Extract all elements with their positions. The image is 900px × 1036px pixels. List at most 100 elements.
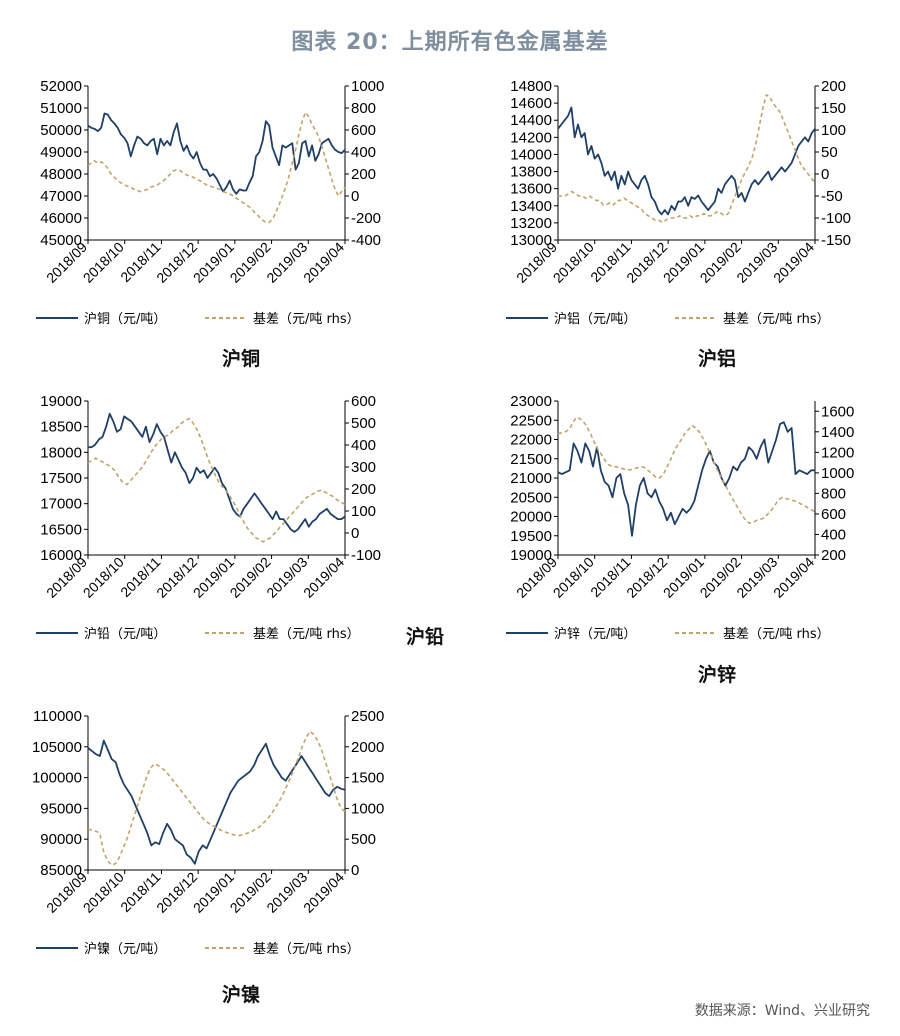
right-tick-label: 0 — [351, 862, 359, 879]
right-tick-label: 400 — [351, 144, 376, 161]
right-tick-label: -200 — [351, 210, 381, 227]
basis-series-line — [87, 730, 346, 866]
chart-aluminum: 1300013200134001360013800140001420014400… — [506, 78, 851, 327]
left-tick-label: 17500 — [40, 470, 82, 487]
left-tick-label: 17000 — [40, 496, 82, 513]
chart-zinc: 19000 19500 20000 20500 21000 21500 22000 22500… — [506, 393, 854, 642]
right-tick-label: 600 — [351, 393, 376, 410]
right-tick-label: 1000 — [821, 465, 854, 482]
right-tick-label: 600 — [821, 506, 846, 523]
left-tick-label: 19000 — [510, 547, 552, 564]
right-tick-label: 100 — [351, 503, 376, 520]
right-tick-label: 1000 — [351, 800, 384, 817]
left-tick-label: 110000 — [33, 708, 82, 725]
left-tick-label: 21000 — [510, 470, 552, 487]
left-tick-label: 19500 — [510, 528, 552, 545]
figure-title: 图表 20：上期所有色金属基差 — [291, 30, 609, 55]
data-source-note: 数据来源：Wind、兴业研究 — [694, 1003, 870, 1019]
right-tick-label: 800 — [821, 485, 846, 502]
right-tick-label: 400 — [351, 437, 376, 454]
chart-caption-nickel: 沪镍 — [222, 984, 261, 1006]
right-tick-label: 2000 — [351, 739, 384, 756]
legend-label: 基差（元/吨 rhs） — [253, 627, 360, 642]
left-tick-label: 20500 — [510, 489, 552, 506]
chart-nickel: 85000 90000 95000 100000 105000 110000 0 500 100… — [32, 708, 384, 957]
right-tick-label: 100 — [821, 122, 846, 139]
right-tick-label: 1000 — [351, 78, 384, 95]
right-tick-label: 1200 — [821, 444, 854, 461]
right-tick-label: 0 — [351, 188, 359, 205]
legend-label: 沪铜（元/吨） — [84, 311, 166, 327]
left-tick-label: 14800 — [510, 78, 552, 95]
price-series-line — [87, 112, 346, 195]
price-series-line — [557, 421, 815, 537]
left-tick-label: 13400 — [510, 198, 552, 215]
left-tick-label: 95000 — [40, 800, 82, 817]
legend-label: 基差（元/吨 rhs） — [253, 942, 360, 957]
x-tick-label: 2019/04 — [770, 239, 817, 286]
left-tick-label: 13600 — [510, 181, 552, 198]
right-tick-label: 600 — [351, 122, 376, 139]
left-tick-label: 13200 — [510, 215, 552, 232]
legend-label: 沪镍（元/吨） — [84, 941, 166, 957]
chart-lead: 16000 16500 17000 17500 18000 18500 19000 -100 0… — [36, 393, 381, 642]
left-tick-label: 23000 — [510, 393, 552, 410]
chart-panel-aluminum: 13000 13200 13400 13600 13800 14000 14200 14400… — [470, 70, 900, 390]
x-tick-label: 2018/10 — [80, 869, 127, 916]
left-tick-label: 50000 — [40, 122, 82, 139]
right-tick-label: 300 — [351, 459, 376, 476]
price-series-line — [557, 106, 816, 216]
legend-label: 沪铅（元/吨） — [84, 626, 166, 642]
legend-label: 基差（元/吨 rhs） — [723, 312, 830, 327]
chart-caption-aluminum: 沪铝 — [698, 348, 737, 370]
right-tick-label: -100 — [821, 210, 851, 227]
left-tick-label: 19000 — [40, 393, 82, 410]
left-tick-label: 47000 — [40, 188, 82, 205]
right-tick-label: 1600 — [821, 403, 854, 420]
right-tick-label: 1400 — [821, 424, 854, 441]
chart-panel-zinc: 19000 19500 20000 20500 21000 21500 22000 22500… — [470, 385, 900, 705]
right-tick-label: 200 — [821, 78, 846, 95]
basis-series-line — [87, 111, 346, 224]
x-tick-label: 2019/04 — [300, 554, 347, 601]
price-series-line — [87, 739, 346, 865]
legend-label: 沪铝（元/吨） — [554, 311, 636, 327]
right-tick-label: -100 — [351, 547, 381, 564]
left-tick-label: 14600 — [510, 95, 552, 112]
chart-panel-lead: 16000 16500 17000 17500 18000 18500 19000 -100 0… — [0, 385, 440, 705]
x-tick-label: 2019/04 — [770, 554, 817, 601]
x-tick-label: 2018/10 — [80, 554, 127, 601]
left-tick-label: 51000 — [40, 100, 82, 117]
left-tick-label: 22500 — [510, 412, 552, 429]
left-tick-label: 14400 — [510, 112, 552, 129]
price-series-line — [88, 412, 346, 533]
legend-label: 基差（元/吨 rhs） — [723, 627, 830, 642]
x-tick-label: 2018/10 — [80, 239, 127, 286]
left-tick-label: 13000 — [510, 232, 552, 249]
left-tick-label: 52000 — [40, 78, 82, 95]
right-tick-label: 150 — [821, 100, 846, 117]
right-tick-label: 800 — [351, 100, 376, 117]
left-tick-label: 22000 — [510, 432, 552, 449]
left-tick-label: 18500 — [40, 419, 82, 436]
chart-panel-copper: 45000 46000 47000 48000 49000 50000 51000 52000… — [0, 70, 440, 390]
left-tick-label: 13800 — [510, 164, 552, 181]
left-tick-label: 21500 — [510, 451, 552, 468]
chart-caption-zinc: 沪锌 — [698, 664, 737, 686]
chart-copper: 45000 46000 47000 48000 49000 50000 51000 52000… — [36, 78, 384, 327]
basis-series-line — [87, 417, 346, 543]
right-tick-label: 1500 — [351, 770, 384, 787]
right-tick-label: 0 — [351, 525, 359, 542]
left-tick-label: 90000 — [40, 831, 82, 848]
chart-panel-nickel: 85000 90000 95000 100000 105000 110000 0 500 100… — [0, 700, 440, 1020]
right-tick-label: 0 — [821, 166, 829, 183]
basis-series-line — [558, 93, 816, 224]
right-tick-label: 500 — [351, 831, 376, 848]
x-tick-label: 2018/10 — [550, 239, 597, 286]
right-tick-label: -150 — [821, 232, 851, 249]
right-tick-label: 200 — [351, 166, 376, 183]
left-tick-label: 45000 — [40, 232, 82, 249]
left-tick-label: 14200 — [510, 129, 552, 146]
left-tick-label: 18000 — [40, 444, 82, 461]
left-tick-label: 14000 — [510, 146, 552, 163]
